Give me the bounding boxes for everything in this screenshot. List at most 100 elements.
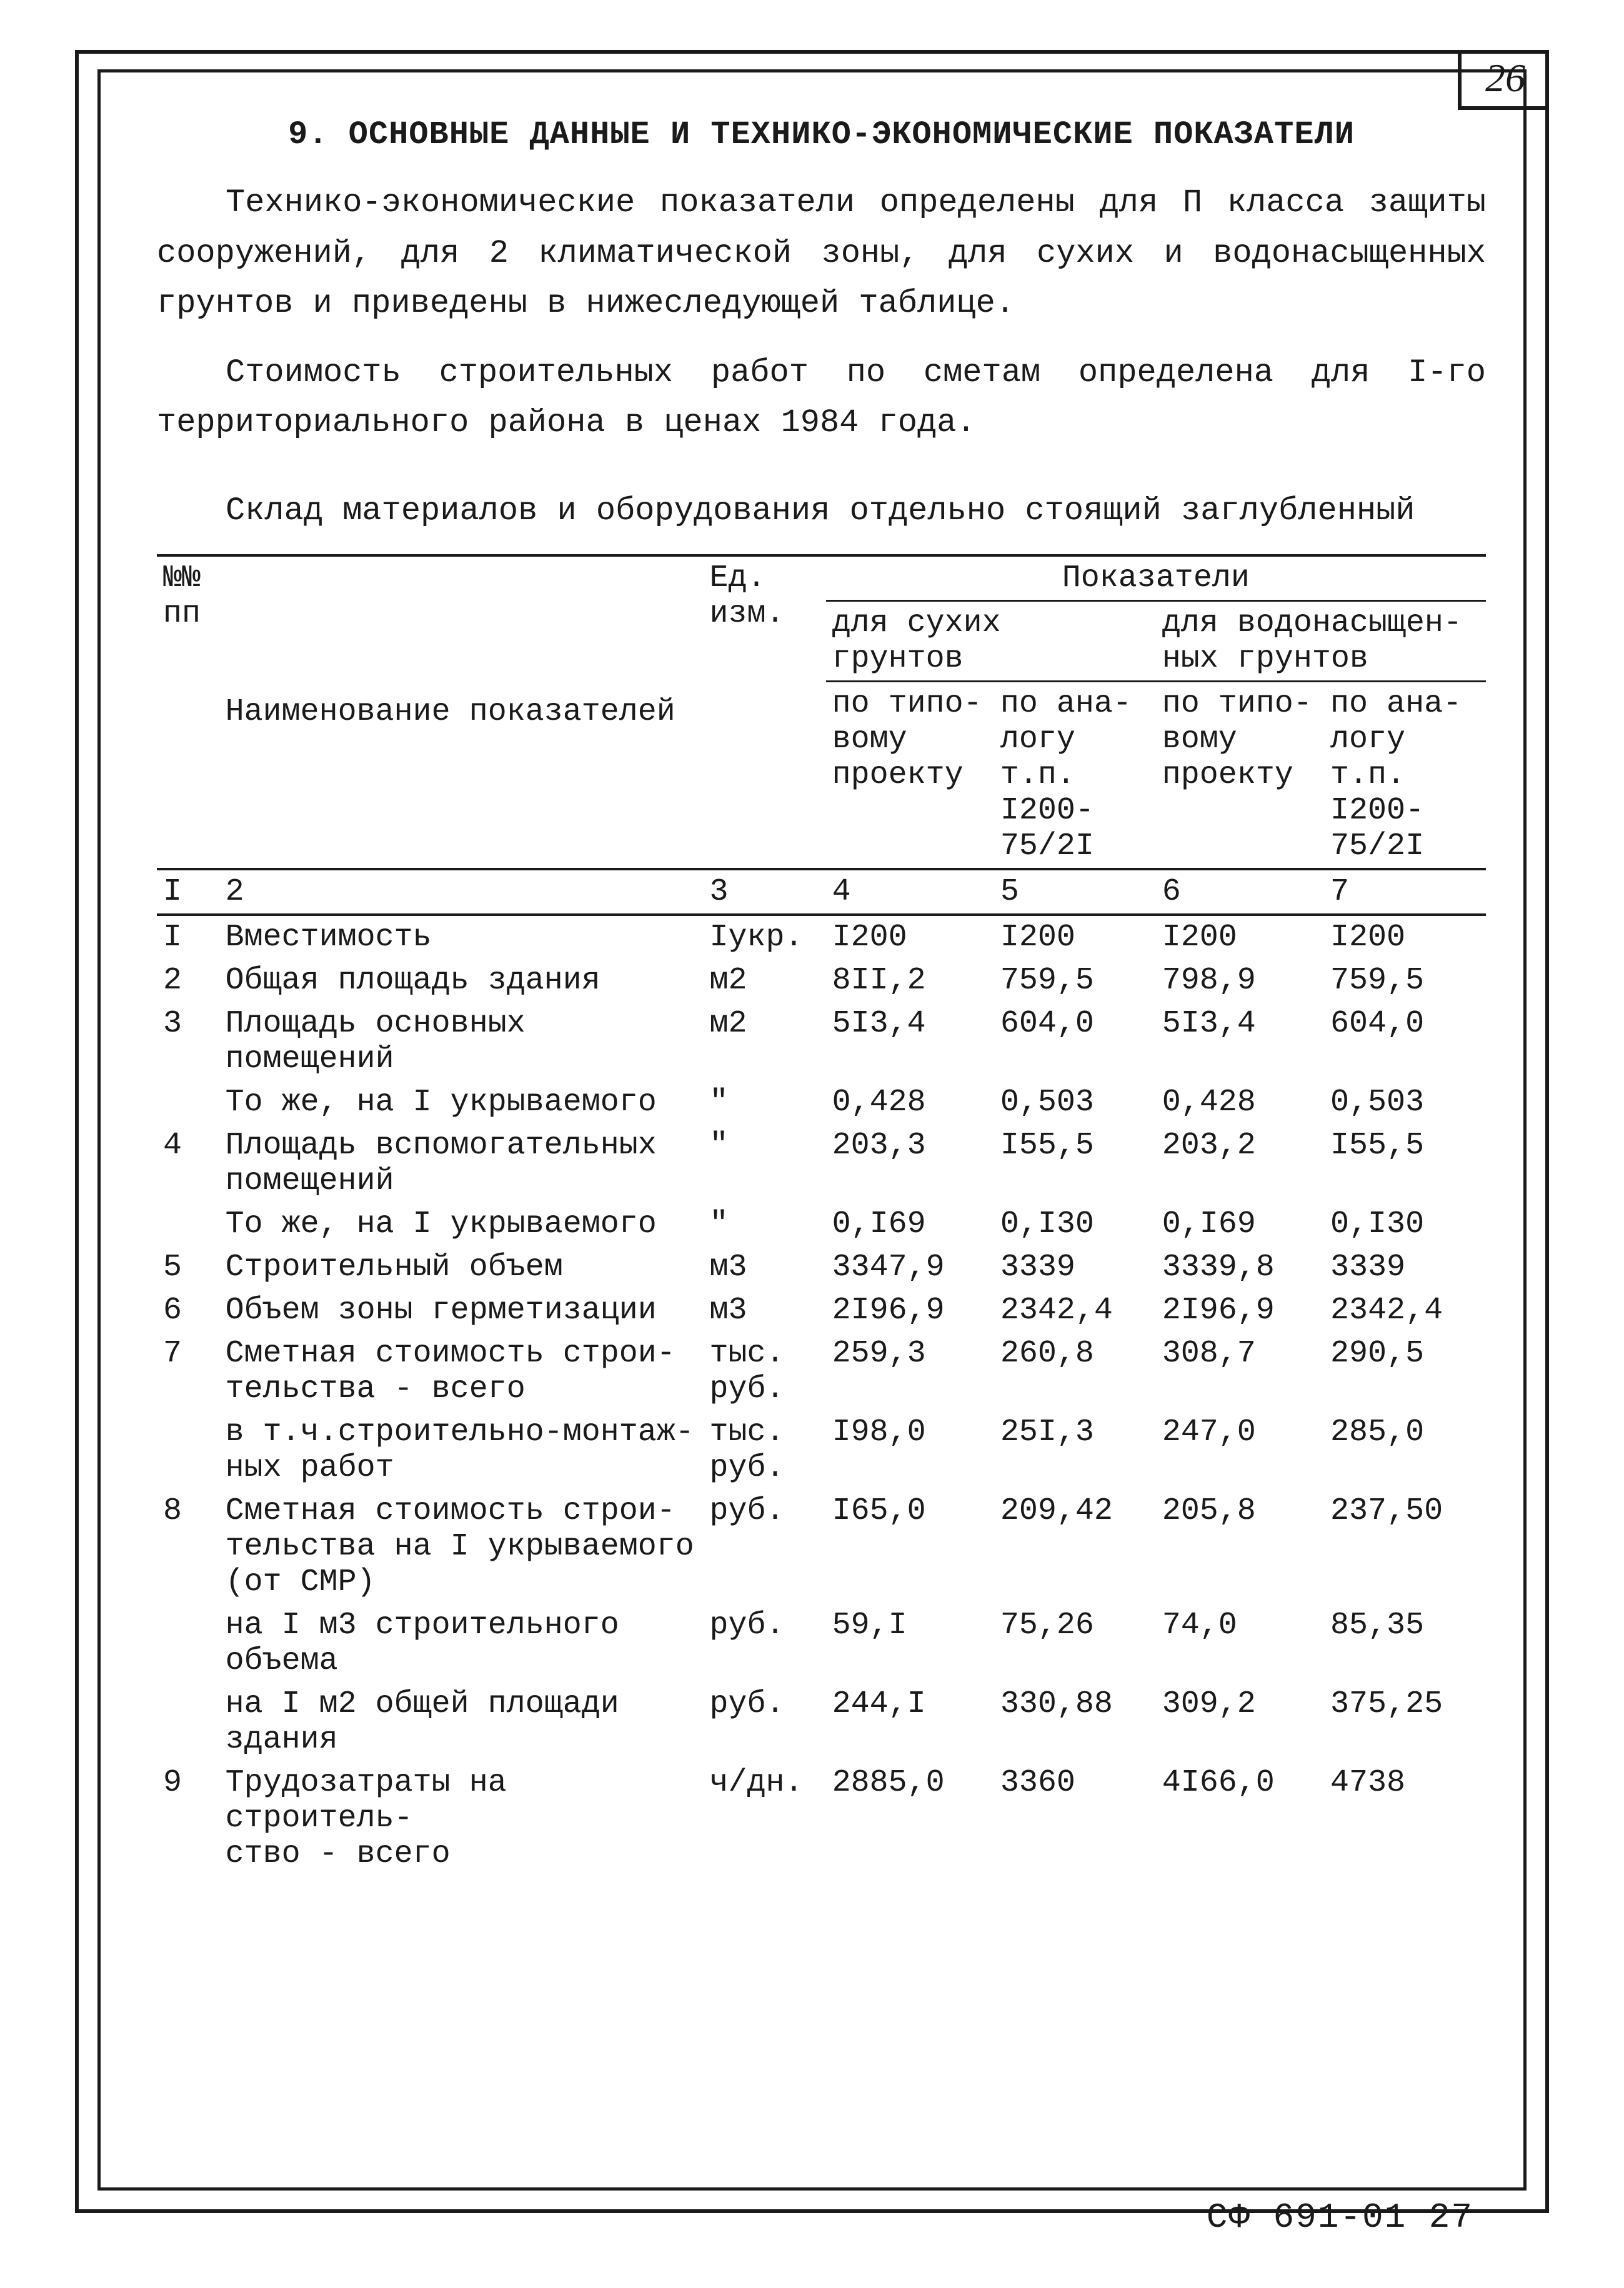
cell-value: 0,503 [994,1081,1156,1124]
cell-unit: м2 [703,1002,825,1081]
colnum-6: 6 [1156,869,1324,915]
cell-value: 203,2 [1156,1124,1324,1203]
cell-value: 260,8 [994,1332,1156,1411]
cell-value: 75,26 [994,1604,1156,1683]
cell-number: I [157,915,219,959]
cell-unit: руб. [703,1604,825,1683]
cell-value: I200 [826,915,994,959]
cell-number [157,1081,219,1124]
cell-value: 759,5 [994,959,1156,1002]
cell-value: 308,7 [1156,1332,1324,1411]
cell-value: 0,428 [826,1081,994,1124]
cell-value: 759,5 [1324,959,1486,1002]
cell-name: Строительный объем [219,1246,704,1289]
cell-number: 8 [157,1490,219,1604]
cell-unit: " [703,1203,825,1246]
cell-name: То же, на I укрываемого [219,1081,704,1124]
cell-value: 237,50 [1324,1490,1486,1604]
cell-value: 74,0 [1156,1604,1324,1683]
cell-value: 205,8 [1156,1490,1324,1604]
cell-value: 25I,3 [994,1411,1156,1490]
cell-value: 8II,2 [826,959,994,1002]
table-row: 8Сметная стоимость строи- тельства на I … [157,1490,1486,1604]
cell-number [157,1203,219,1246]
cell-unit: тыс. руб. [703,1411,825,1490]
cell-value: 2342,4 [994,1289,1156,1332]
cell-value: 0,I30 [1324,1203,1486,1246]
cell-name: Вместимость [219,915,704,959]
col-header-wet: для водонасыщен- ных грунтов [1156,600,1486,681]
cell-value: 2I96,9 [826,1289,994,1332]
cell-name: Общая площадь здания [219,959,704,1002]
cell-number: 2 [157,959,219,1002]
cell-value: 2885,0 [826,1761,994,1876]
cell-value: 0,503 [1324,1081,1486,1124]
col-header-dry: для сухих грунтов [826,600,1156,681]
cell-unit: м3 [703,1246,825,1289]
cell-unit: Iукр. [703,915,825,959]
cell-number: 6 [157,1289,219,1332]
cell-unit: м3 [703,1289,825,1332]
cell-number: 9 [157,1761,219,1876]
col-header-unit: Ед. изм. [703,555,825,869]
cell-value: 2342,4 [1324,1289,1486,1332]
colnum-5: 5 [994,869,1156,915]
table-row: IВместимостьIукр.I200I200I200I200 [157,915,1486,959]
cell-name: То же, на I укрываемого [219,1203,704,1246]
cell-value: I65,0 [826,1490,994,1604]
cell-value: 3339 [1324,1246,1486,1289]
cell-value: 259,3 [826,1332,994,1411]
cell-name: в т.ч.строительно-монтаж- ных работ [219,1411,704,1490]
cell-name: на I м2 общей площади здания [219,1683,704,1761]
colnum-4: 4 [826,869,994,915]
cell-value: 3347,9 [826,1246,994,1289]
cell-unit: руб. [703,1683,825,1761]
col-header-wet-ana: по ана- логу т.п. I200- 75/2I [1324,681,1486,869]
cell-value: 5I3,4 [1156,1002,1324,1081]
table-body: IВместимостьIукр.I200I200I200I2002Общая … [157,915,1486,1876]
table-header-row-1: №№ пп Наименование показателей Ед. изм. … [157,555,1486,601]
cell-number: 4 [157,1124,219,1203]
cell-number [157,1411,219,1490]
cell-value: 375,25 [1324,1683,1486,1761]
cell-value: 4738 [1324,1761,1486,1876]
table-row: То же, на I укрываемого"0,I690,I300,I690… [157,1203,1486,1246]
cell-value: 59,I [826,1604,994,1683]
bottom-reference: СФ 691-01 27 [1207,2197,1473,2237]
table-caption: Склад материалов и оборудования отдельно… [157,492,1486,529]
cell-value: 285,0 [1324,1411,1486,1490]
cell-unit: м2 [703,959,825,1002]
paragraph-1: Технико-экономические показатели определ… [157,178,1486,329]
cell-unit: " [703,1124,825,1203]
cell-unit: руб. [703,1490,825,1604]
col-header-number: №№ пп [157,555,219,869]
cell-value: 0,I30 [994,1203,1156,1246]
cell-number: 7 [157,1332,219,1411]
cell-value: 309,2 [1156,1683,1324,1761]
cell-value: 798,9 [1156,959,1324,1002]
col-header-wet-typ: по типо- вому проекту [1156,681,1324,869]
col-header-dry-ana: по ана- логу т.п. I200- 75/2I [994,681,1156,869]
cell-value: 604,0 [994,1002,1156,1081]
cell-unit: " [703,1081,825,1124]
cell-value: I200 [994,915,1156,959]
paragraph-2: Стоимость строительных работ по сметам о… [157,348,1486,449]
table-row: То же, на I укрываемого"0,4280,5030,4280… [157,1081,1486,1124]
cell-value: 330,88 [994,1683,1156,1761]
section-title: 9. ОСНОВНЫЕ ДАННЫЕ И ТЕХНИКО-ЭКОНОМИЧЕСК… [157,116,1486,153]
cell-value: I55,5 [994,1124,1156,1203]
table-row: на I м3 строительного объемаруб.59,I75,2… [157,1604,1486,1683]
table-row: 5Строительный объемм33347,933393339,8333… [157,1246,1486,1289]
col-header-name: Наименование показателей [219,555,704,869]
cell-value: I200 [1324,915,1486,959]
table-row: 3Площадь основных помещенийм25I3,4604,05… [157,1002,1486,1081]
col-header-group: Показатели [826,555,1486,601]
cell-value: 203,3 [826,1124,994,1203]
cell-number: 3 [157,1002,219,1081]
indicators-table: №№ пп Наименование показателей Ед. изм. … [157,554,1486,1876]
page: А-П(Ш,IУ)-I200-3I4.86 Альбом I 26 9. ОСН… [0,0,1624,2288]
colnum-2: 2 [219,869,704,915]
cell-value: 0,I69 [826,1203,994,1246]
cell-value: 247,0 [1156,1411,1324,1490]
table-row: 4Площадь вспомогательных помещений"203,3… [157,1124,1486,1203]
